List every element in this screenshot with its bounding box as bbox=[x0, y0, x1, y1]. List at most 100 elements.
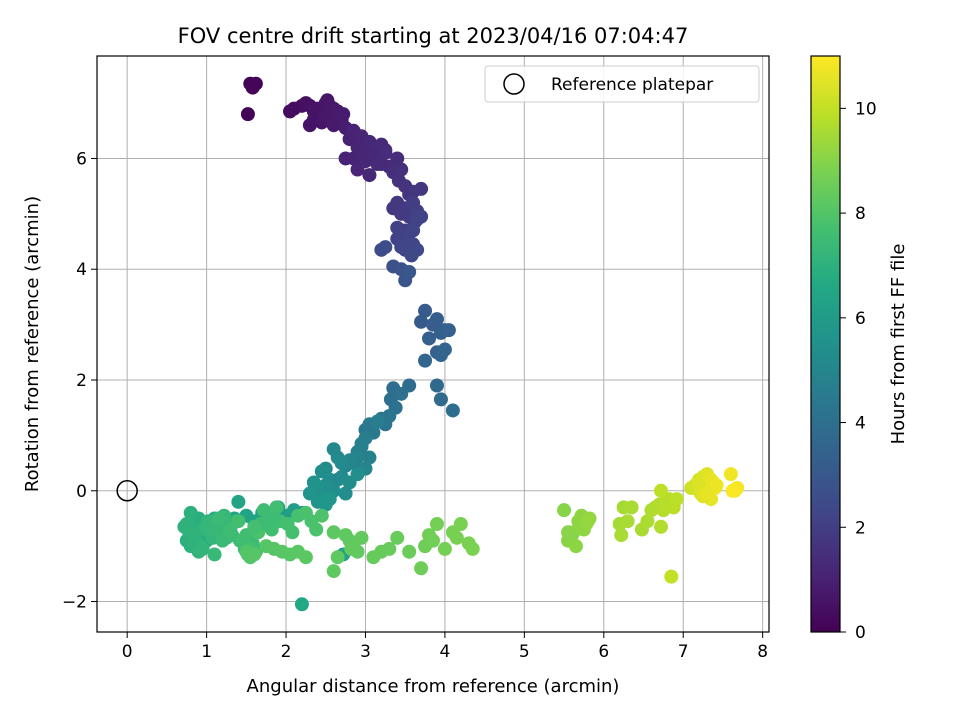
colorbar-tick-label: 8 bbox=[855, 204, 866, 224]
data-point bbox=[709, 478, 724, 493]
x-tick-label: 1 bbox=[201, 642, 212, 662]
data-point bbox=[429, 378, 444, 393]
data-point bbox=[429, 312, 444, 327]
colorbar-tick-label: 4 bbox=[855, 414, 866, 434]
data-point bbox=[211, 511, 226, 526]
data-points bbox=[177, 76, 745, 612]
data-point bbox=[338, 486, 353, 501]
data-point bbox=[394, 162, 409, 177]
data-point bbox=[465, 541, 480, 556]
colorbar-gradient bbox=[810, 55, 841, 633]
data-point bbox=[640, 514, 655, 529]
data-point bbox=[326, 525, 341, 540]
data-point bbox=[620, 514, 635, 529]
x-tick-label: 6 bbox=[598, 642, 609, 662]
data-point bbox=[414, 314, 429, 329]
legend-label: Reference platepar bbox=[551, 75, 713, 95]
data-point bbox=[322, 492, 337, 507]
data-point bbox=[382, 541, 397, 556]
data-point bbox=[429, 517, 444, 531]
data-point bbox=[414, 209, 429, 224]
colorbar-tick-label: 2 bbox=[855, 518, 866, 538]
y-tick-label: 0 bbox=[76, 482, 87, 502]
y-tick-label: 6 bbox=[76, 149, 87, 169]
data-point bbox=[378, 240, 393, 255]
x-axis-label: Angular distance from reference (arcmin) bbox=[247, 676, 620, 697]
data-point bbox=[437, 342, 452, 357]
x-tick-label: 0 bbox=[122, 642, 133, 662]
data-point bbox=[309, 522, 324, 537]
legend-box bbox=[484, 65, 760, 103]
data-point bbox=[350, 467, 365, 482]
data-point bbox=[653, 519, 668, 534]
data-point bbox=[306, 475, 321, 490]
data-point bbox=[441, 323, 456, 338]
colorbar-label: Hours from first FF file bbox=[888, 244, 909, 445]
data-point bbox=[285, 525, 300, 540]
colorbar-ticks: 0 2 4 6 8 10 bbox=[840, 99, 877, 643]
data-point bbox=[418, 353, 433, 368]
data-point bbox=[394, 386, 409, 401]
data-point bbox=[390, 530, 405, 545]
data-point bbox=[433, 392, 448, 407]
plot-frame bbox=[96, 55, 770, 633]
data-point bbox=[653, 483, 668, 498]
data-point bbox=[426, 533, 440, 548]
data-point bbox=[245, 80, 260, 95]
x-tick-label: 8 bbox=[757, 642, 768, 662]
data-point bbox=[354, 439, 369, 454]
data-point bbox=[561, 525, 576, 540]
data-point bbox=[453, 517, 468, 531]
data-point bbox=[406, 223, 421, 238]
data-point bbox=[231, 514, 246, 529]
data-point bbox=[437, 541, 452, 556]
data-point bbox=[269, 500, 284, 515]
x-tick-label: 3 bbox=[360, 642, 371, 662]
data-point bbox=[330, 550, 345, 565]
data-point bbox=[445, 403, 460, 418]
data-point bbox=[669, 492, 684, 507]
data-point bbox=[580, 514, 595, 529]
colorbar-tick-label: 10 bbox=[855, 99, 877, 119]
data-point bbox=[402, 265, 417, 279]
data-point bbox=[231, 494, 246, 509]
legend: Reference platepar bbox=[484, 65, 760, 103]
y-axis-label: Rotation from reference (arcmin) bbox=[22, 196, 43, 492]
data-point bbox=[298, 550, 313, 565]
data-point bbox=[414, 181, 429, 196]
data-point bbox=[370, 157, 385, 171]
data-point bbox=[191, 544, 206, 559]
data-point bbox=[378, 145, 393, 160]
data-point bbox=[394, 240, 409, 255]
data-point bbox=[294, 597, 309, 612]
data-point bbox=[414, 561, 429, 576]
x-tick-label: 5 bbox=[519, 642, 530, 662]
data-point bbox=[326, 564, 341, 579]
data-point bbox=[402, 544, 417, 559]
data-point bbox=[404, 248, 419, 263]
y-axis-ticks: −2 0 2 4 6 bbox=[62, 149, 97, 613]
x-axis-ticks: 0 1 2 3 4 5 6 7 8 bbox=[122, 632, 768, 662]
y-tick-label: −2 bbox=[62, 593, 87, 613]
data-point bbox=[362, 168, 377, 183]
x-tick-label: 7 bbox=[678, 642, 689, 662]
data-point bbox=[624, 500, 639, 515]
data-point bbox=[362, 450, 377, 465]
data-point bbox=[449, 530, 464, 545]
data-point bbox=[700, 486, 715, 501]
legend-marker-icon bbox=[503, 73, 525, 95]
data-point bbox=[183, 505, 198, 520]
data-point bbox=[418, 303, 433, 318]
y-tick-label: 2 bbox=[76, 371, 87, 391]
data-point bbox=[338, 151, 353, 166]
data-point bbox=[247, 519, 262, 534]
plot-area: 0 1 2 3 4 5 6 7 8 −2 0 2 4 6 Reference platepar bbox=[62, 55, 770, 662]
data-point bbox=[725, 483, 740, 498]
data-point bbox=[664, 569, 679, 584]
x-tick-label: 4 bbox=[440, 642, 451, 662]
data-point bbox=[382, 409, 397, 423]
colorbar: 0 2 4 6 8 10 Hours from first FF file bbox=[810, 55, 909, 643]
colorbar-tick-label: 6 bbox=[855, 309, 866, 329]
data-point bbox=[334, 456, 349, 471]
